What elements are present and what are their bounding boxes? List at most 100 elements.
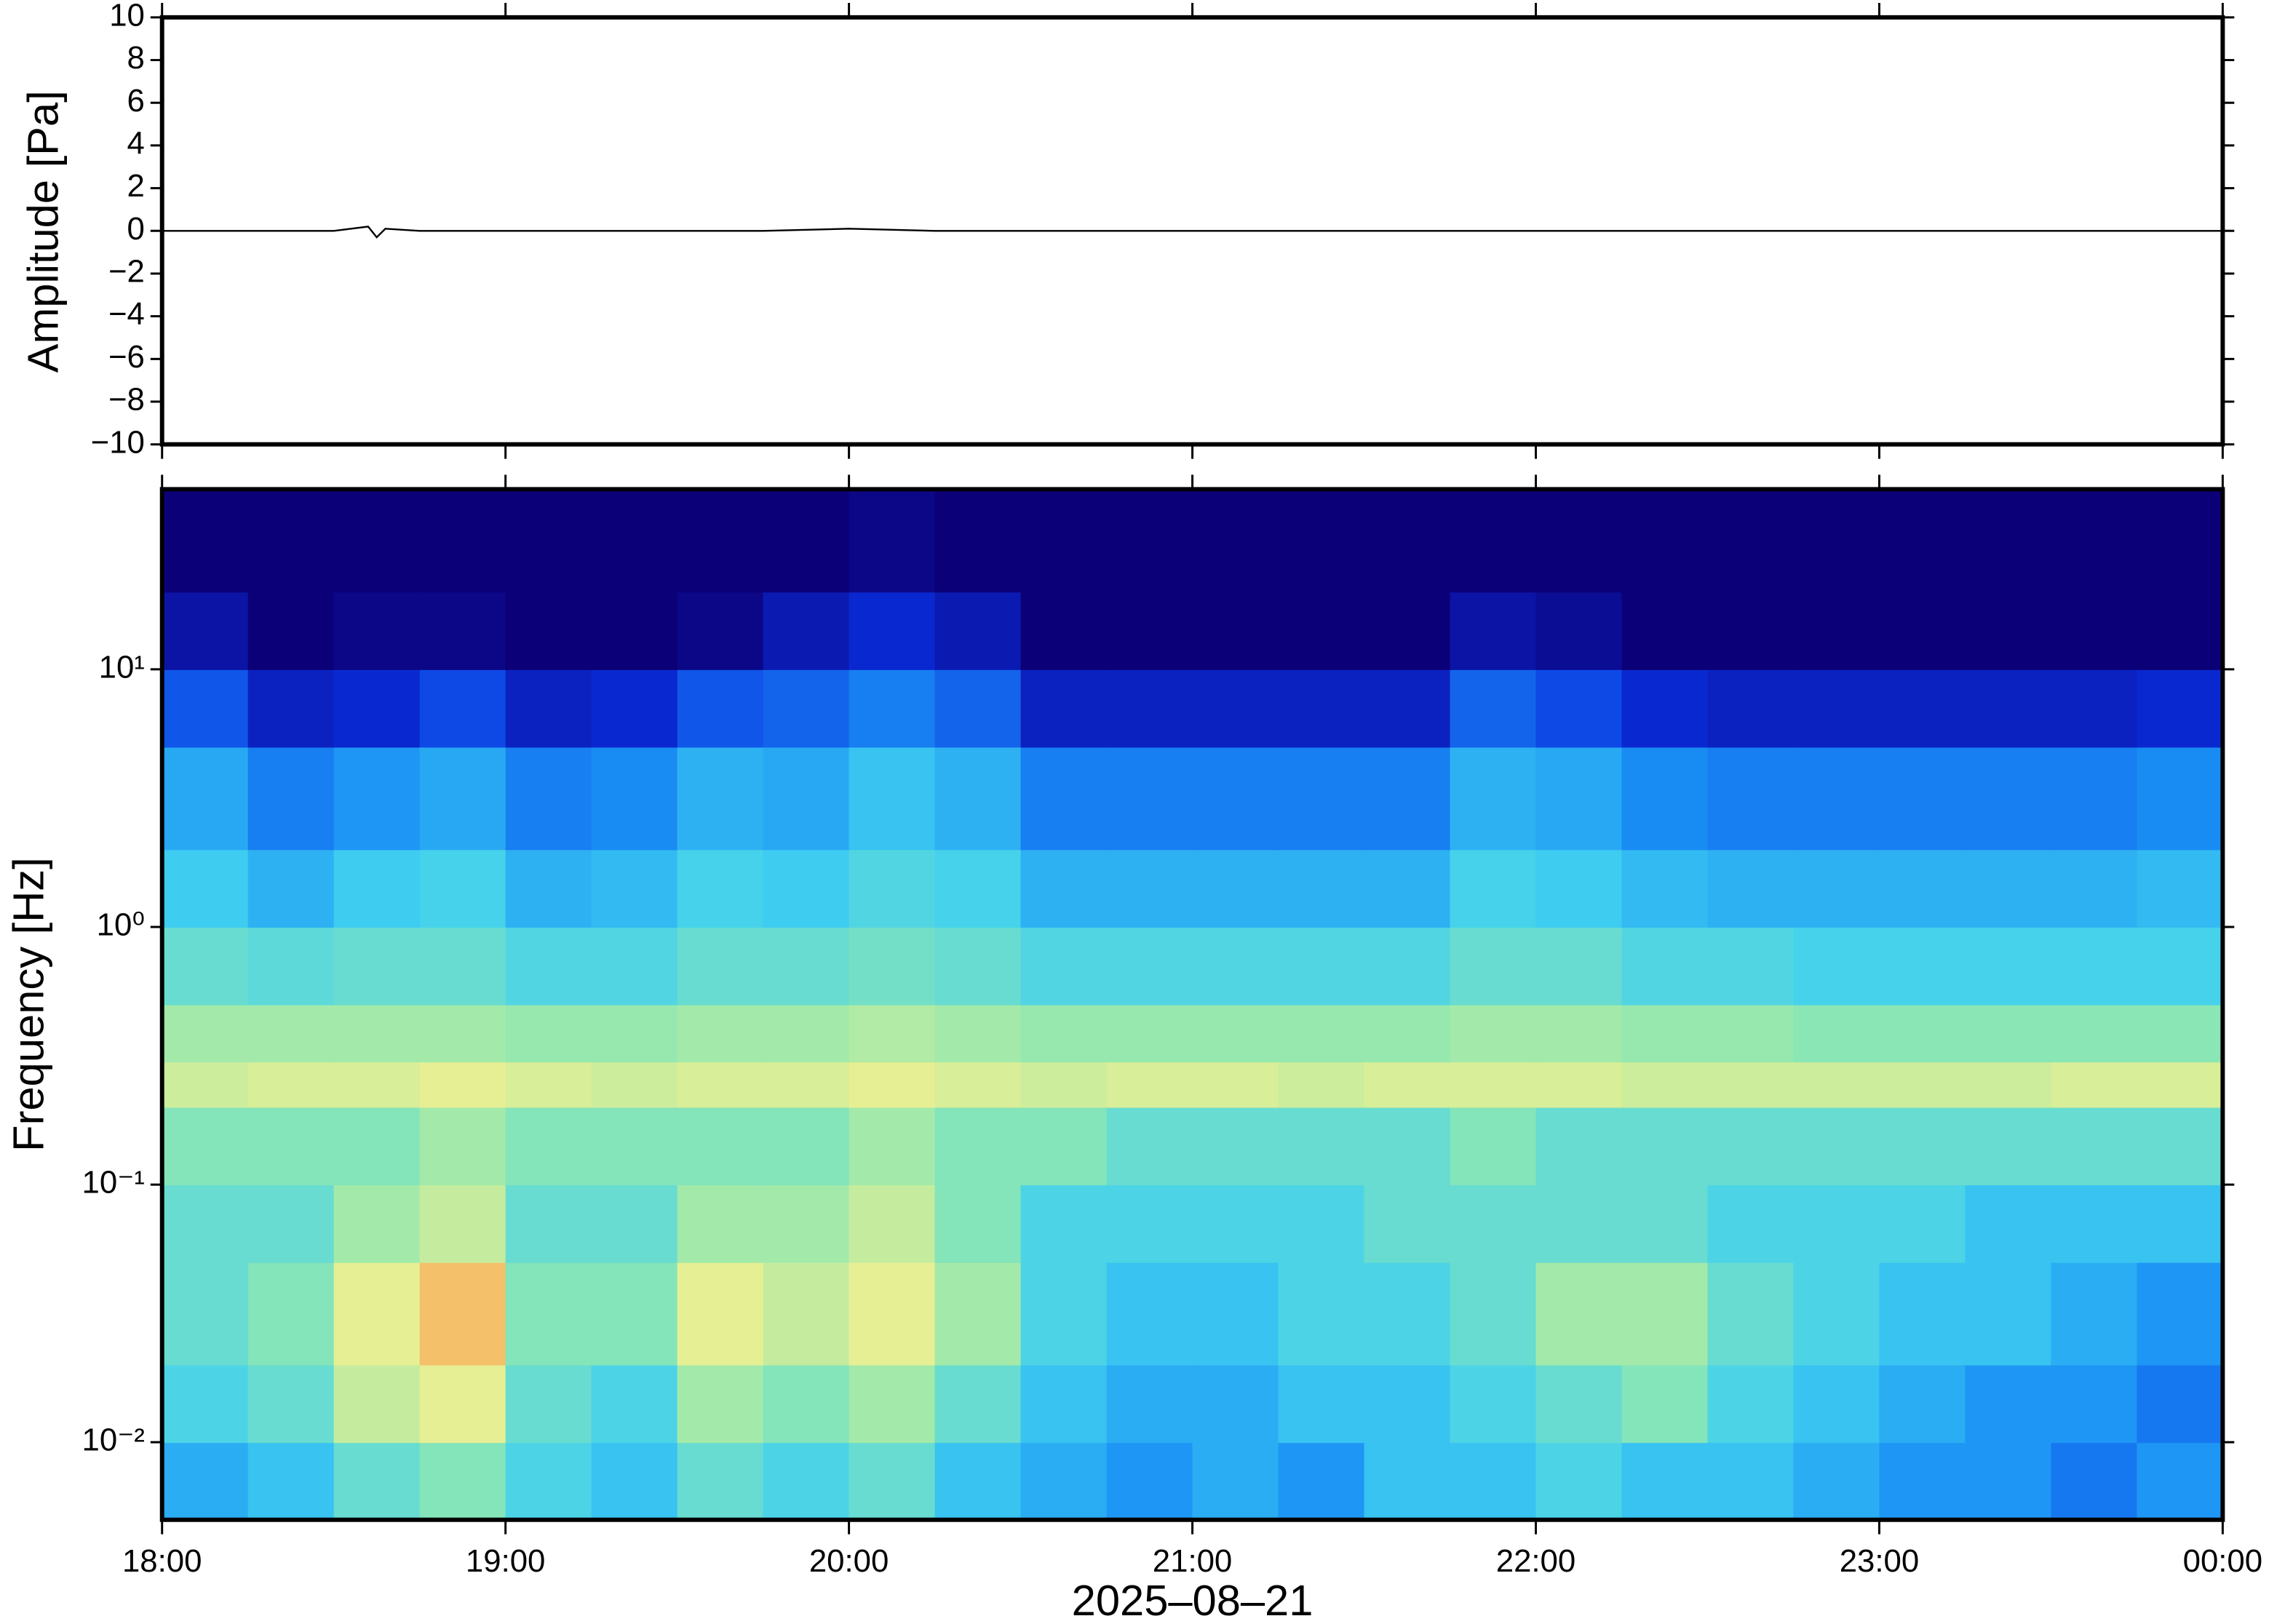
heatmap-cell [677,747,764,851]
heatmap-cell [849,926,936,1006]
heatmap-cell [247,1364,335,1444]
y-tick-label: −4 [108,296,145,332]
heatmap-cell [419,1364,506,1444]
heatmap-cell [1278,1185,1365,1263]
heatmap-cell [2137,849,2224,928]
heatmap-cell [1965,669,2052,748]
heatmap-cell [763,926,850,1006]
heatmap-cell [1020,489,1108,593]
heatmap-cell [1106,747,1193,851]
heatmap-cell [1621,1062,1709,1108]
heatmap-cell [2137,1262,2224,1366]
x-tick-label: 00:00 [2183,1543,2262,1579]
heatmap-cell [1278,592,1365,670]
trace [162,226,2223,239]
heatmap-cell [677,849,764,928]
heatmap-cell [2051,1062,2138,1108]
heatmap-cell [1020,1004,1108,1063]
heatmap-cell [1707,1442,1795,1521]
heatmap-cell [247,1262,335,1366]
heatmap-cell [1192,1442,1279,1521]
heatmap-cell [1621,1364,1709,1444]
y-tick-label: 6 [127,83,145,119]
heatmap-cell [162,1262,249,1366]
heatmap-cell [2137,1004,2224,1063]
heatmap-cell [1793,1004,1880,1063]
heatmap-cell [1707,849,1795,928]
y-axis-title: Amplitude [Pa] [18,90,67,373]
heatmap-cell [849,1442,936,1521]
heatmap-cell [2137,669,2224,748]
heatmap-cell [1020,1062,1108,1108]
heatmap-cell [1278,669,1365,748]
heatmap-cell [849,849,936,928]
heatmap-cell [849,1004,936,1063]
heatmap-cell [1793,489,1880,593]
heatmap-cell [1793,669,1880,748]
x-tick-label: 19:00 [466,1543,545,1579]
heatmap-cell [1278,747,1365,851]
heatmap-cell [247,1442,335,1521]
heatmap-cell [591,1004,678,1063]
heatmap-cell [849,1364,936,1444]
heatmap-cell [1364,1185,1451,1263]
heatmap-cell [1450,1062,1537,1108]
heatmap-cell [419,1262,506,1366]
heatmap-cell [934,747,1022,851]
heatmap-cell [505,1004,592,1063]
heatmap-cell [1450,1442,1537,1521]
heatmap-cell [1364,849,1451,928]
heatmap-cell [162,1185,249,1263]
heatmap-cell [1192,669,1279,748]
heatmap-cell [591,1062,678,1108]
heatmap-cell [1020,1442,1108,1521]
heatmap-cell [2137,489,2224,593]
heatmap-cell [591,592,678,670]
heatmap-cell [1364,747,1451,851]
heatmap-cell [934,1185,1022,1263]
heatmap-cell [2051,1107,2138,1186]
heatmap-cell [247,926,335,1006]
heatmap-cell [1965,489,2052,593]
heatmap-cell [1879,849,1966,928]
heatmap-cell [677,926,764,1006]
heatmap-cell [1450,1185,1537,1263]
heatmap-cell [591,1262,678,1366]
heatmap-cell [1364,489,1451,593]
heatmap-cell [419,1107,506,1186]
heatmap-cell [1793,592,1880,670]
heatmap-cell [1707,1062,1795,1108]
heatmap-cell [763,669,850,748]
heatmap-cell [1450,849,1537,928]
heatmap-cell [1192,1364,1279,1444]
heatmap-cell [763,1262,850,1366]
heatmap-cell [763,592,850,670]
heatmap-cell [1621,669,1709,748]
heatmap-cell [1879,1262,1966,1366]
heatmap-cell [849,1262,936,1366]
y-tick-label: 2 [127,168,145,204]
heatmap-cell [505,849,592,928]
heatmap-cell [1278,489,1365,593]
heatmap-cell [1450,926,1537,1006]
heatmap-cell [934,926,1022,1006]
heatmap-cell [1192,592,1279,670]
heatmap-cell [934,1107,1022,1186]
heatmap-cell [1278,1442,1365,1521]
heatmap-cell [1793,1107,1880,1186]
heatmap-cell [247,1185,335,1263]
heatmap-cell [162,1004,249,1063]
heatmap-cell [162,669,249,748]
heatmap-cell [1965,1062,2052,1108]
heatmap-cell [1450,747,1537,851]
x-tick-label: 22:00 [1496,1543,1575,1579]
heatmap-cell [1278,1004,1365,1063]
heatmap-cell [591,1107,678,1186]
heatmap-cell [505,489,592,593]
heatmap-cell [162,926,249,1006]
heatmap-cell [934,1262,1022,1366]
heatmap-cell [162,747,249,851]
heatmap-cell [1879,592,1966,670]
heatmap-cell [1192,1004,1279,1063]
